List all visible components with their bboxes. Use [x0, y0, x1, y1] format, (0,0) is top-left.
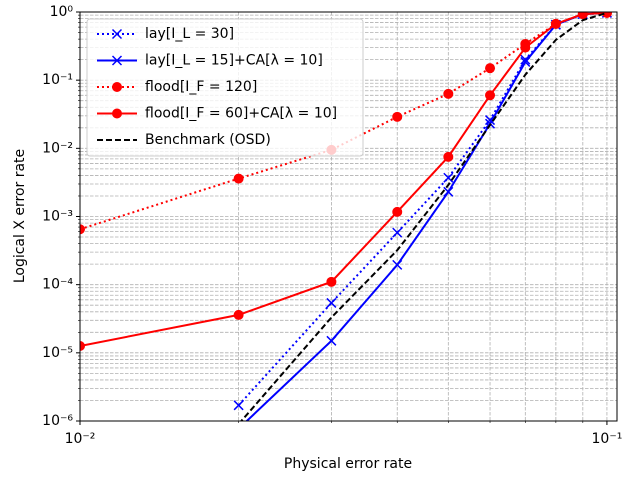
marker [112, 82, 122, 92]
marker-x [326, 335, 337, 346]
series-line [240, 12, 608, 421]
marker [550, 18, 561, 29]
marker-x [326, 297, 337, 308]
x-tick-label: 10⁻² [65, 431, 96, 447]
legend-box [86, 18, 364, 157]
marker [326, 335, 337, 346]
legend-label: lay[I_L = 15]+CA[λ = 10] [145, 53, 323, 69]
marker [443, 172, 454, 183]
marker [112, 108, 122, 119]
legend-label: flood[I_F = 60]+CA[λ = 10] [145, 106, 337, 122]
marker [80, 224, 85, 235]
marker-x [443, 172, 454, 183]
legend-label: Benchmark (OSD) [145, 132, 271, 148]
y-tick-label: 10⁻⁵ [42, 345, 73, 361]
marker [443, 151, 454, 162]
marker [233, 400, 244, 411]
marker [392, 206, 403, 217]
y-tick-label: 10⁻¹ [42, 72, 73, 88]
marker [520, 56, 531, 67]
marker [392, 259, 403, 270]
marker [233, 173, 244, 184]
marker-x [111, 55, 123, 66]
marker [443, 88, 454, 99]
plot-area [80, 12, 612, 433]
y-tick-label: 10⁻⁶ [42, 413, 73, 429]
y-tick-label: 10⁻² [42, 140, 73, 156]
marker [520, 42, 531, 53]
axes-frame [79, 11, 618, 422]
marker [233, 309, 244, 320]
marker-x [392, 259, 403, 270]
marker [577, 12, 588, 20]
marker [443, 186, 454, 197]
legend: lay[I_L = 30] lay[I_L = 15]+CA[λ = 10] flo… [86, 18, 364, 157]
marker [80, 340, 85, 351]
marker [326, 297, 337, 308]
marker [485, 63, 496, 74]
marker-x [233, 400, 244, 411]
marker [326, 276, 337, 287]
y-tick-label: 10⁻⁴ [42, 277, 73, 293]
legend-label: flood[I_F = 120] [145, 79, 257, 95]
series-line [80, 12, 607, 347]
marker-x [111, 28, 123, 40]
x-tick-label: 10⁻¹ [592, 431, 623, 447]
marker-x [443, 186, 454, 197]
marker [392, 227, 403, 238]
marker-x [520, 54, 531, 65]
marker [520, 54, 531, 65]
marker [111, 55, 123, 66]
y-tick-label: 10⁻³ [42, 209, 73, 225]
marker [234, 424, 243, 433]
y-axis-label: Logical X error rate [12, 149, 28, 283]
marker-x [520, 56, 531, 67]
marker [111, 28, 123, 40]
marker [485, 90, 496, 101]
y-tick-label: 10⁰ [50, 4, 74, 20]
marker-x [234, 424, 243, 433]
marker [392, 111, 403, 122]
x-axis-label: Physical error rate [284, 456, 412, 472]
marker [601, 12, 612, 18]
legend-label: lay[I_L = 30] [145, 26, 234, 42]
marker-x [392, 227, 403, 238]
